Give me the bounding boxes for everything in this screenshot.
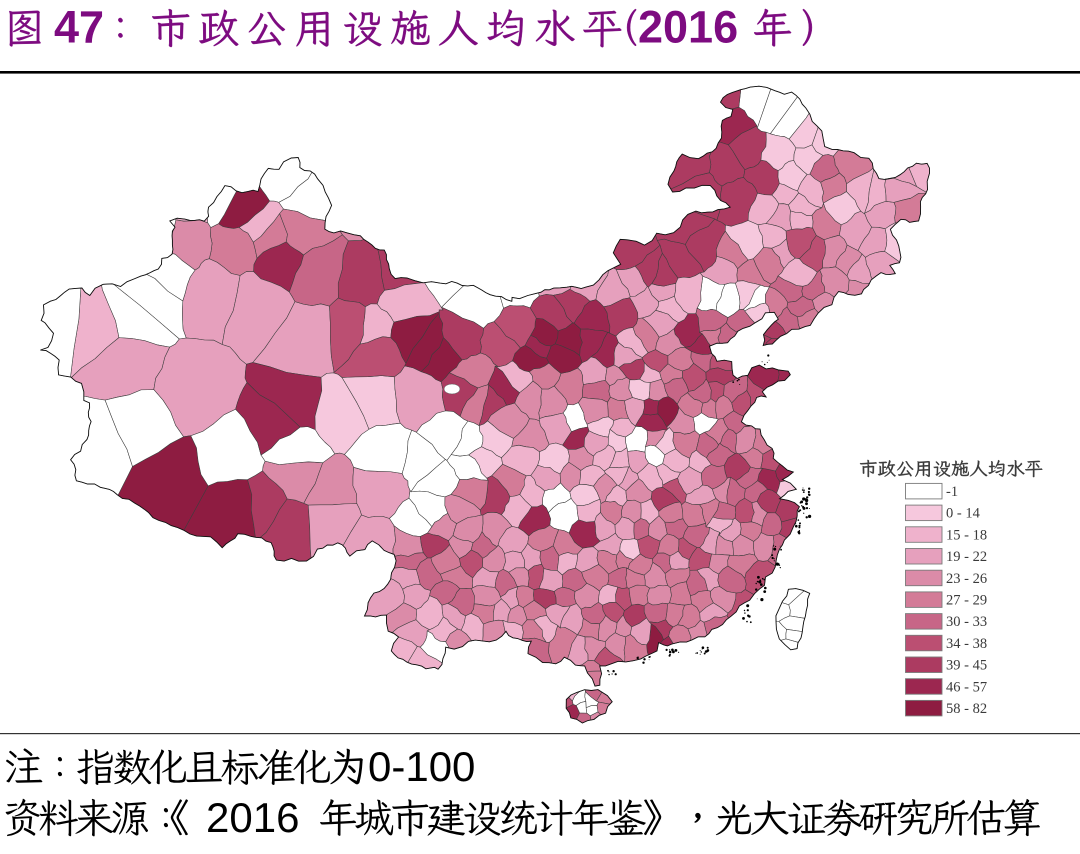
svg-text:27 - 29: 27 - 29	[946, 593, 987, 609]
svg-text:0-100: 0-100	[368, 743, 475, 790]
svg-text:2016: 2016	[638, 2, 738, 53]
svg-text:46 - 57: 46 - 57	[946, 679, 987, 695]
svg-text:0 - 14: 0 - 14	[946, 506, 981, 522]
svg-text:34 - 38: 34 - 38	[946, 636, 987, 652]
svg-text:-1: -1	[946, 484, 958, 500]
svg-text:47: 47	[54, 2, 104, 53]
svg-text:58 - 82: 58 - 82	[946, 701, 987, 717]
svg-text:39 - 45: 39 - 45	[946, 658, 987, 674]
svg-text:23 - 26: 23 - 26	[946, 571, 987, 587]
svg-text:30 - 33: 30 - 33	[946, 614, 987, 630]
svg-text:19 - 22: 19 - 22	[946, 549, 987, 565]
svg-text:15 - 18: 15 - 18	[946, 527, 987, 543]
svg-text:2016: 2016	[206, 794, 299, 841]
